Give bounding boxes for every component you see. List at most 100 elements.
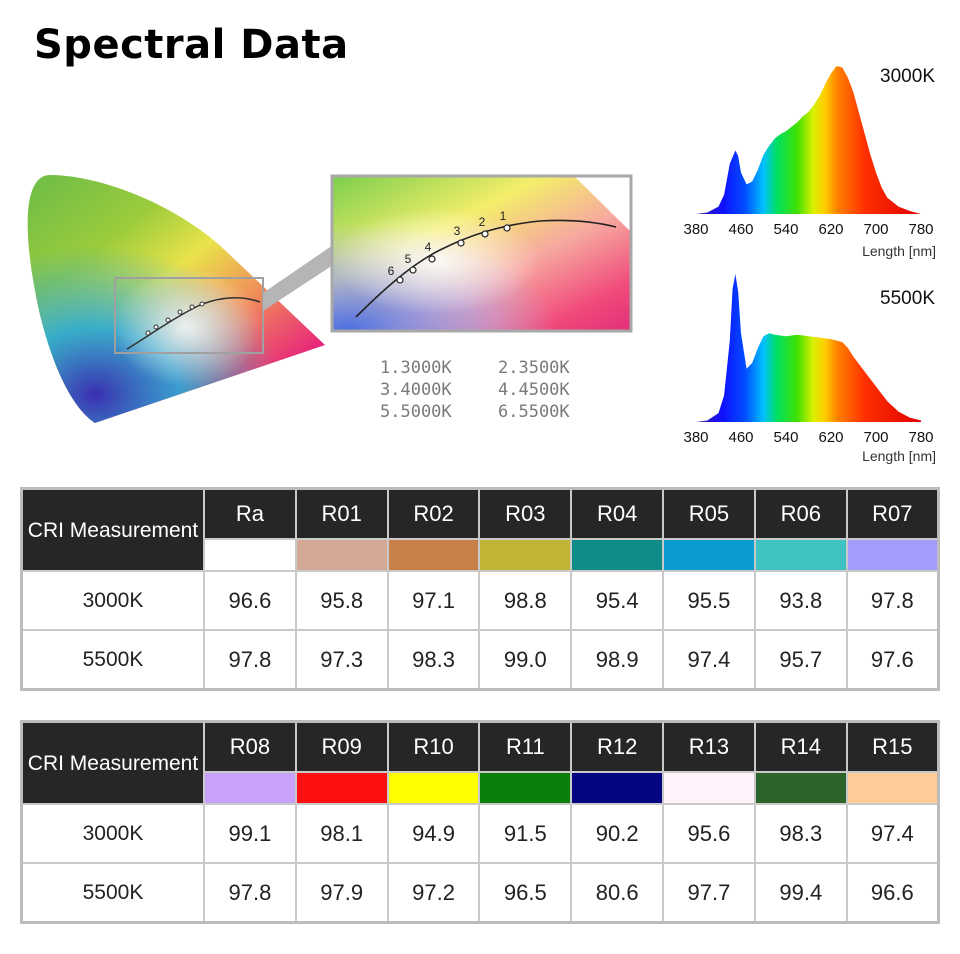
x-tick-label: 780	[908, 429, 933, 446]
x-tick-label: 460	[728, 221, 753, 238]
table-cell: 96.5	[478, 862, 573, 924]
swatch-row	[22, 771, 940, 805]
table-cell: 99.0	[478, 629, 573, 691]
column-header: R09	[294, 720, 389, 773]
row-label: 5500K	[20, 629, 205, 691]
color-swatch	[386, 771, 481, 805]
column-header: R15	[845, 720, 940, 773]
x-tick-label: 460	[728, 429, 753, 446]
spectrum-area	[696, 66, 921, 214]
cie-point-label: 1	[500, 209, 507, 223]
cie-point-label: 3	[454, 224, 461, 238]
table-cell: 97.8	[203, 629, 297, 691]
cri-table-r08-r15: CRI Measurement R08 R09 R10 R11 R12 R13 …	[20, 720, 940, 924]
spectrum-title: 3000K	[880, 66, 935, 87]
table-cell: 97.3	[294, 629, 389, 691]
table-cell: 97.1	[386, 570, 481, 631]
table-row: 5500K 97.8 97.9 97.2 96.5 80.6 97.7 99.4…	[20, 862, 940, 924]
x-tick-label: 620	[818, 221, 843, 238]
color-swatch	[662, 771, 756, 805]
x-tick-label: 540	[773, 221, 798, 238]
color-swatch	[294, 538, 389, 572]
color-swatch	[478, 538, 573, 572]
row-label: 5500K	[20, 862, 205, 924]
row-label: 3000K	[20, 803, 205, 864]
column-header: R10	[386, 720, 481, 773]
table-cell: 95.7	[753, 629, 848, 691]
cie-point-label: 5	[405, 252, 412, 266]
page-title: Spectral Data	[34, 22, 349, 68]
cie-point-label: 4	[425, 240, 432, 254]
color-swatch	[753, 771, 848, 805]
table-row: 3000K 96.6 95.8 97.1 98.8 95.4 95.5 93.8…	[20, 570, 940, 631]
x-tick-label: 540	[773, 429, 798, 446]
table-cell: 97.8	[845, 570, 940, 631]
cie-diagram: 1 2 3 4 5 6	[27, 174, 633, 423]
legend-item: 3.4000K	[380, 380, 452, 400]
cct-legend: 1.3000K 2.3500K 3.4000K 4.4500K 5.5000K …	[380, 358, 600, 422]
x-tick-label: 700	[863, 221, 888, 238]
color-swatch	[294, 771, 389, 805]
cri-header: CRI Measurement	[20, 487, 205, 572]
x-tick-label: 700	[863, 429, 888, 446]
table-cell: 91.5	[478, 803, 573, 864]
table-cell: 95.6	[662, 803, 756, 864]
table-cell: 98.8	[478, 570, 573, 631]
color-swatch	[570, 538, 665, 572]
column-header: R11	[478, 720, 573, 773]
legend-item: 2.3500K	[498, 358, 570, 378]
column-header: R05	[662, 487, 756, 540]
spectrum-xlabel: Length [nm]	[862, 448, 936, 464]
legend-item: 1.3000K	[380, 358, 452, 378]
legend-item: 5.5000K	[380, 402, 452, 422]
color-swatch	[478, 771, 573, 805]
column-header: R08	[203, 720, 297, 773]
table-cell: 97.8	[203, 862, 297, 924]
table-cell: 98.1	[294, 803, 389, 864]
table-cell: 97.4	[662, 629, 756, 691]
table-cell: 80.6	[570, 862, 665, 924]
column-header: R07	[845, 487, 940, 540]
column-header: R01	[294, 487, 389, 540]
legend-item: 4.4500K	[498, 380, 570, 400]
column-header: R06	[753, 487, 848, 540]
cie-point-label: 2	[479, 215, 486, 229]
color-swatch	[386, 538, 481, 572]
table-cell: 98.9	[570, 629, 665, 691]
column-header: R04	[570, 487, 665, 540]
table-cell: 94.9	[386, 803, 481, 864]
column-header: R12	[570, 720, 665, 773]
spectrum-xlabel: Length [nm]	[862, 243, 936, 259]
color-swatch	[662, 538, 756, 572]
table-cell: 97.6	[845, 629, 940, 691]
table-cell: 97.2	[386, 862, 481, 924]
table-cell: 95.4	[570, 570, 665, 631]
column-header: R13	[662, 720, 756, 773]
color-swatch	[845, 771, 940, 805]
row-label: 3000K	[20, 570, 205, 631]
spectrum-plot: 380 460 540 620 700 780	[683, 274, 934, 446]
legend-item: 6.5500K	[498, 402, 570, 422]
table-cell: 99.4	[753, 862, 848, 924]
spectrum-plot: 380 460 540 620 700 780	[683, 66, 934, 238]
color-swatch	[203, 538, 297, 572]
table-cell: 97.9	[294, 862, 389, 924]
table-cell: 98.3	[753, 803, 848, 864]
table-header-row: CRI Measurement Ra R01 R02 R03 R04 R05 R…	[20, 487, 940, 572]
table-cell: 97.7	[662, 862, 756, 924]
table-cell: 96.6	[203, 570, 297, 631]
x-tick-label: 620	[818, 429, 843, 446]
swatch-row	[22, 538, 940, 572]
cri-header: CRI Measurement	[20, 720, 205, 805]
table-cell: 97.4	[845, 803, 940, 864]
spectrum-chart-3000k: 3000K 380 460 540 620 700 780 Length [nm]	[680, 60, 950, 270]
table-cell: 99.1	[203, 803, 297, 864]
x-tick-label: 380	[683, 221, 708, 238]
table-cell: 95.8	[294, 570, 389, 631]
x-tick-label: 780	[908, 221, 933, 238]
cie-point-label: 6	[388, 264, 395, 278]
table-row: 3000K 99.1 98.1 94.9 91.5 90.2 95.6 98.3…	[20, 803, 940, 864]
color-swatch	[203, 771, 297, 805]
table-cell: 96.6	[845, 862, 940, 924]
column-header: R14	[753, 720, 848, 773]
